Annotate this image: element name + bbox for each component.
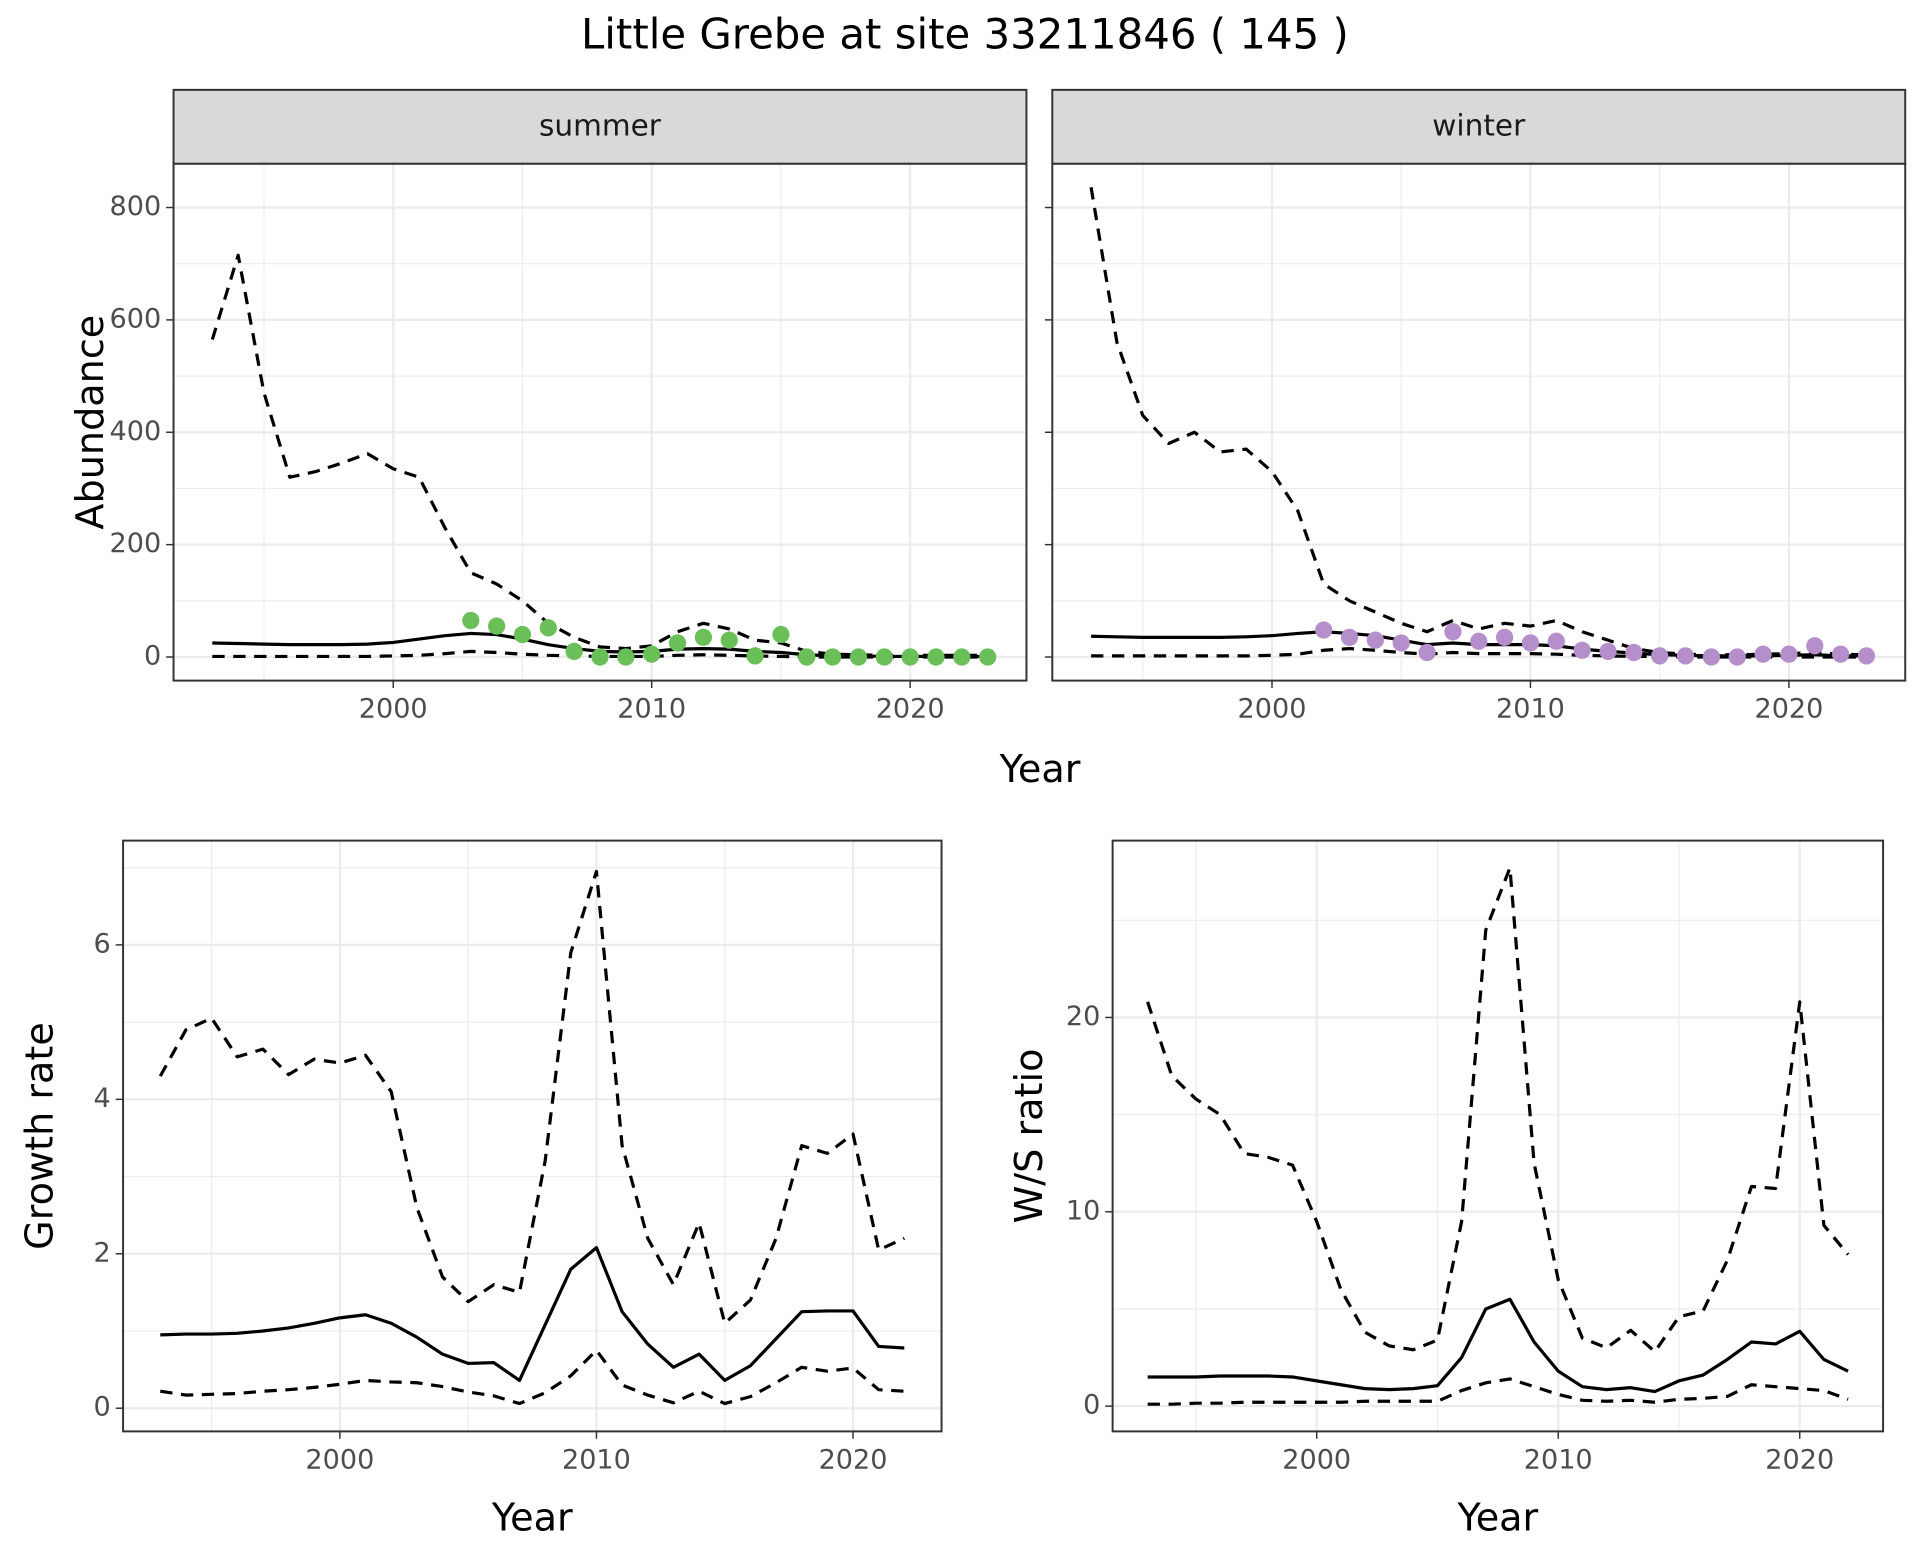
data-point <box>1547 632 1565 650</box>
y-tick-label: 0 <box>1083 1390 1100 1421</box>
facet-strip <box>1051 88 1907 165</box>
interval-line <box>1147 1377 1849 1406</box>
data-point <box>1496 628 1514 646</box>
y-axis-title: W/S ratio <box>1007 1049 1051 1224</box>
y-tick-label: 10 <box>1066 1195 1100 1226</box>
data-point <box>1625 643 1643 662</box>
data-point <box>539 619 557 637</box>
x-tick-label: 2020 <box>876 694 945 725</box>
y-tick-label: 2 <box>94 1237 111 1268</box>
panel-background <box>1112 840 1884 1432</box>
x-tick-label: 2000 <box>1238 694 1307 725</box>
y-axis-title: Growth rate <box>17 1022 61 1250</box>
data-point <box>824 648 842 666</box>
data-point <box>953 648 971 666</box>
facet-strip <box>172 88 1028 165</box>
x-tick-label: 2000 <box>1282 1444 1351 1475</box>
x-tick-label: 2010 <box>617 694 686 725</box>
data-point <box>1418 643 1436 662</box>
plot-area <box>210 253 997 666</box>
y-axis-title: Abundance <box>68 315 112 530</box>
data-point <box>720 631 738 649</box>
data-point <box>927 648 945 666</box>
figure-title: Little Grebe at site 33211846 ( 145 ) <box>581 9 1349 58</box>
x-tick-label: 2000 <box>305 1444 374 1475</box>
y-tick-label: 200 <box>110 528 162 559</box>
plot-area <box>1146 866 1850 1406</box>
y-tick-label: 400 <box>110 416 162 447</box>
plot-area <box>1089 187 1876 666</box>
data-point <box>1366 631 1384 649</box>
x-axis-title: Year <box>1456 1495 1538 1539</box>
x-tick-label: 2020 <box>1765 1444 1834 1475</box>
interval-line <box>160 1348 905 1406</box>
data-point <box>1315 621 1333 639</box>
data-point <box>591 648 609 666</box>
data-point <box>643 645 661 663</box>
y-tick-label: 600 <box>110 303 162 334</box>
interval-line <box>1091 646 1867 659</box>
x-tick-label: 2020 <box>1754 694 1823 725</box>
data-point <box>1806 637 1824 655</box>
data-point <box>1521 634 1540 652</box>
trend-line <box>1147 1297 1849 1394</box>
data-point <box>513 625 532 644</box>
y-tick-label: 4 <box>94 1083 111 1114</box>
trend-line <box>160 1245 905 1383</box>
data-point <box>1754 645 1772 663</box>
data-point <box>1599 642 1617 661</box>
data-point <box>1702 648 1720 666</box>
facet-label: summer <box>539 108 662 142</box>
data-point <box>565 642 583 661</box>
data-point <box>462 611 480 630</box>
data-point <box>1444 623 1462 641</box>
interval-line <box>210 253 988 657</box>
data-point <box>668 634 687 652</box>
data-point <box>1728 648 1746 666</box>
panel-background <box>173 163 1027 681</box>
data-point <box>1340 628 1359 646</box>
plot-area <box>158 869 905 1406</box>
panel-border <box>1111 839 1885 1433</box>
y-tick-label: 0 <box>94 1392 111 1423</box>
interval-line <box>1146 866 1850 1354</box>
panel-background <box>123 840 942 1432</box>
x-tick-label: 2000 <box>359 694 428 725</box>
data-point <box>979 648 997 666</box>
data-point <box>849 648 868 666</box>
y-tick-label: 20 <box>1066 1001 1100 1032</box>
data-point <box>1392 634 1410 652</box>
x-tick-label: 2020 <box>819 1444 888 1475</box>
y-tick-label: 800 <box>110 191 162 222</box>
x-tick-label: 2010 <box>1524 1444 1593 1475</box>
interval-line <box>158 869 905 1325</box>
data-point <box>1573 641 1591 659</box>
data-point <box>617 648 635 666</box>
data-point <box>875 648 893 666</box>
data-point <box>1676 647 1695 665</box>
y-tick-label: 6 <box>94 928 111 959</box>
x-tick-label: 2010 <box>562 1444 631 1475</box>
data-point <box>694 628 712 646</box>
y-tick-label: 0 <box>144 641 161 672</box>
data-point <box>772 625 790 644</box>
panel-background <box>1052 163 1906 681</box>
data-point <box>1780 645 1798 663</box>
data-point <box>798 648 816 666</box>
x-tick-label: 2010 <box>1496 694 1565 725</box>
data-point <box>1857 647 1876 665</box>
panel-border <box>122 839 943 1433</box>
data-point <box>1470 632 1488 650</box>
data-point <box>488 617 506 635</box>
data-point <box>1832 645 1850 663</box>
facet-label: winter <box>1432 108 1526 142</box>
data-point <box>1651 647 1669 665</box>
data-point <box>746 647 764 665</box>
x-axis-title: Year <box>999 747 1081 791</box>
x-axis-title: Year <box>491 1495 573 1539</box>
data-point <box>901 648 919 666</box>
